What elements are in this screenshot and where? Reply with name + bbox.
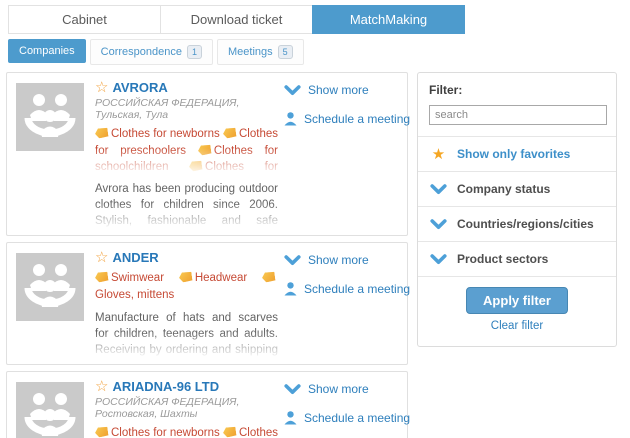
company-card-ariadna: ☆ ARIADNA-96 LTD РОССИЙСКАЯ ФЕДЕРАЦИЯ, Р… <box>6 371 410 438</box>
show-more-link[interactable]: Show more <box>284 83 400 97</box>
company-tags: Clothes for newborns Clothes for prescho… <box>95 126 278 174</box>
main-content: ☆ AVRORA РОССИЙСКАЯ ФЕДЕРАЦИЯ, Тульская,… <box>0 72 630 438</box>
company-avatar <box>16 253 84 321</box>
company-card-ander: ☆ ANDER Swimwear Headwear Gloves, mitten… <box>6 242 410 366</box>
star-icon: ★ <box>431 145 446 163</box>
company-info: ☆ ANDER Swimwear Headwear Gloves, mitten… <box>93 248 284 358</box>
company-avatar <box>16 382 84 438</box>
tag-icon <box>261 271 275 283</box>
subtab-correspondence[interactable]: Correspondence 1 <box>89 39 213 65</box>
tag-label: Headwear <box>194 272 248 284</box>
tag-icon <box>178 271 192 283</box>
person-icon <box>284 282 297 296</box>
tag-label: Gloves, mittens <box>95 288 175 301</box>
main-tab-bar: Cabinet Download ticket MatchMaking <box>8 5 630 34</box>
company-tags: Swimwear Headwear Gloves, mittens <box>95 270 278 303</box>
filter-section-company-status[interactable]: Company status <box>418 171 616 206</box>
tag-icon <box>188 160 202 172</box>
tag-label: Clothes for schoolchildren <box>95 144 278 174</box>
subtab-companies[interactable]: Companies <box>8 39 86 63</box>
favorite-star-icon[interactable]: ☆ <box>95 78 109 96</box>
clear-filter-link[interactable]: Clear filter <box>490 320 544 332</box>
card-actions: Show more Schedule a meeting <box>284 250 410 357</box>
people-group-icon <box>24 393 76 437</box>
sub-tab-bar: Companies Correspondence 1 Meetings 5 <box>8 39 630 65</box>
company-location: РОССИЙСКАЯ ФЕДЕРАЦИЯ, Тульская, Тула <box>95 97 240 121</box>
card-actions: Show more Schedule a meeting <box>284 80 410 228</box>
tag-label: Clothes for preschoolers <box>95 128 278 157</box>
tag-icon <box>197 144 211 156</box>
filter-footer: Apply filter Clear filter <box>418 276 616 346</box>
filter-section-countries[interactable]: Countries/regions/cities <box>418 206 616 241</box>
favorite-star-icon[interactable]: ☆ <box>95 248 109 266</box>
correspondence-count-badge: 1 <box>186 45 202 59</box>
schedule-meeting-link[interactable]: Schedule a meeting <box>284 112 410 126</box>
filter-panel: Filter: ★ Show only favorites Company st… <box>417 72 617 347</box>
meetings-count-badge: 5 <box>277 45 293 59</box>
company-info: ☆ ARIADNA-96 LTD РОССИЙСКАЯ ФЕДЕРАЦИЯ, Р… <box>93 379 284 438</box>
chevron-down-icon <box>284 254 301 265</box>
search-input[interactable] <box>429 105 607 125</box>
tag-icon <box>222 127 236 139</box>
tag-icon <box>95 127 109 139</box>
filter-section-product-sectors[interactable]: Product sectors <box>418 241 616 276</box>
tab-download-ticket[interactable]: Download ticket <box>160 5 313 34</box>
subtab-companies-label: Companies <box>19 45 75 57</box>
tab-cabinet[interactable]: Cabinet <box>8 5 161 34</box>
company-name[interactable]: AVRORA <box>112 80 168 95</box>
company-list: ☆ AVRORA РОССИЙСКАЯ ФЕДЕРАЦИЯ, Тульская,… <box>6 72 410 438</box>
chevron-down-icon <box>430 183 447 194</box>
show-more-link[interactable]: Show more <box>284 253 400 267</box>
tag-label: Clothes for schoolchildren <box>239 427 278 438</box>
subtab-meetings-label: Meetings <box>228 46 273 58</box>
filter-title: Filter: <box>429 83 463 97</box>
chevron-down-icon <box>284 384 301 394</box>
company-card-avrora: ☆ AVRORA РОССИЙСКАЯ ФЕДЕРАЦИЯ, Тульская,… <box>6 72 410 236</box>
company-description: Avrora has been producing outdoor clothe… <box>95 183 278 228</box>
tag-label: Clothes for newborns <box>111 427 220 438</box>
subtab-correspondence-label: Correspondence <box>100 46 182 58</box>
tab-matchmaking[interactable]: MatchMaking <box>312 5 465 34</box>
company-info: ☆ AVRORA РОССИЙСКАЯ ФЕДЕРАЦИЯ, Тульская,… <box>93 80 284 228</box>
show-only-favorites-toggle[interactable]: ★ Show only favorites <box>418 136 616 171</box>
company-name[interactable]: ANDER <box>112 250 159 265</box>
tag-label: Clothes for newborns <box>111 128 220 140</box>
subtab-meetings[interactable]: Meetings 5 <box>217 39 304 65</box>
tag-label: Clothes for teenagers <box>205 161 278 174</box>
schedule-meeting-link[interactable]: Schedule a meeting <box>284 282 410 296</box>
schedule-meeting-link[interactable]: Schedule a meeting <box>284 411 410 425</box>
apply-filter-button[interactable]: Apply filter <box>466 287 568 314</box>
tag-label: Swimwear <box>111 272 165 284</box>
favorite-star-icon[interactable]: ☆ <box>95 377 109 395</box>
company-location: РОССИЙСКАЯ ФЕДЕРАЦИЯ, Ростовская, Шахты <box>95 396 240 421</box>
company-avatar <box>16 83 84 151</box>
tag-icon <box>222 426 236 438</box>
card-actions: Show more Schedule a meeting <box>284 379 410 438</box>
tag-icon <box>94 426 108 438</box>
company-description: Manufacture of hats and scarves for chil… <box>95 312 278 358</box>
company-name[interactable]: ARIADNA-96 LTD <box>112 379 220 395</box>
show-more-link[interactable]: Show more <box>284 382 400 396</box>
company-tags: Clothes for newborns Clothes for schoolc… <box>95 425 278 438</box>
people-group-icon <box>24 94 76 137</box>
chevron-down-icon <box>430 218 447 229</box>
person-icon <box>284 411 297 425</box>
person-icon <box>284 112 297 126</box>
chevron-down-icon <box>284 84 301 95</box>
people-group-icon <box>24 264 76 307</box>
chevron-down-icon <box>430 253 447 264</box>
tag-icon <box>94 271 108 283</box>
